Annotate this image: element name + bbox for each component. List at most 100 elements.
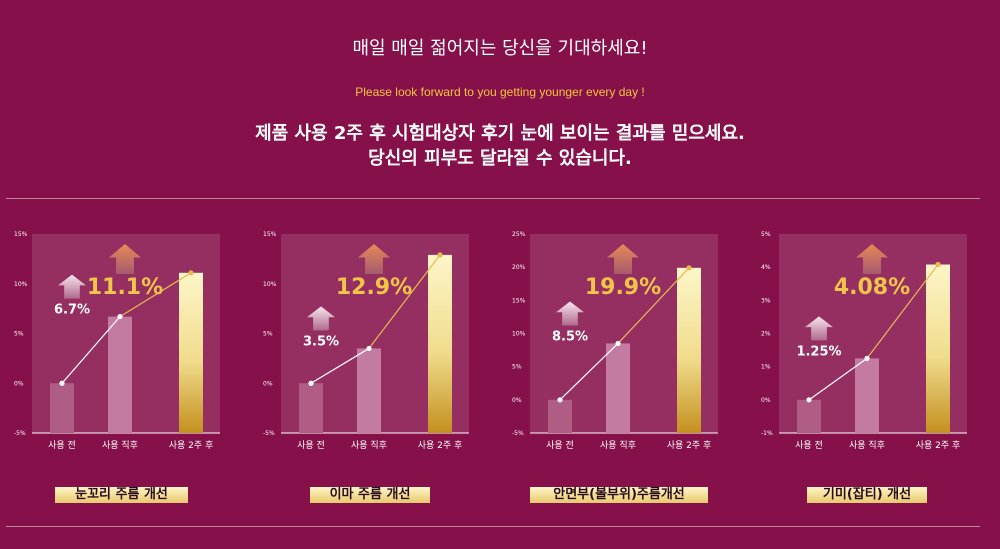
bar-2 (179, 272, 203, 433)
chart-pigmentation: -1% 0% 1% 2% 3% 4% 5% 사용 전 사용 직후 사용 2주 후 1.25% 4.08… (759, 226, 979, 451)
x-tick-label: 사용 2주 후 (667, 440, 712, 451)
y-tick-label: -5% (512, 430, 524, 437)
data-point-0 (806, 397, 812, 403)
y-tick-label: 2% (761, 331, 771, 338)
data-point-0 (59, 380, 65, 386)
value-label-two-weeks: 4.08% (834, 275, 910, 300)
y-tick-label: 0% (14, 380, 24, 387)
chart-eye-wrinkle: -5% 0% 5% 10% 15% 사용 전 사용 직후 사용 2주 후 6.7% 11.1% (12, 226, 232, 451)
trend-line-1 (559, 343, 619, 401)
x-tick-label: 사용 전 (48, 440, 76, 451)
value-label-after-use: 8.5% (552, 329, 588, 344)
trend-line-2 (368, 254, 441, 349)
chart-svg: -5% 0% 5% 10% 15% 20% 25% 사용 전 사용 직후 사용 2주 후 8.5% 1… (512, 231, 718, 451)
data-point-2 (437, 252, 443, 258)
x-tick-label: 사용 2주 후 (916, 440, 961, 451)
chart-svg: -5% 0% 5% 10% 15% 사용 전 사용 직후 사용 2주 후 6.7% 11.1% (14, 231, 220, 451)
value-label-two-weeks: 12.9% (336, 275, 412, 300)
data-point-1 (117, 313, 123, 320)
chart-cheek-wrinkle: -5% 0% 5% 10% 15% 20% 25% 사용 전 사용 직후 사용 2주 후 8.5% 1… (510, 226, 730, 451)
bar-0 (299, 383, 323, 433)
x-tick-label: 사용 직후 (600, 440, 636, 451)
y-tick-label: 4% (761, 264, 771, 271)
bottom-divider (6, 526, 980, 527)
trend-line-1 (310, 347, 370, 384)
up-arrow-icon (358, 244, 390, 274)
bar-2 (677, 267, 701, 433)
chart-svg: -1% 0% 1% 2% 3% 4% 5% 사용 전 사용 직후 사용 2주 후 1.25% 4.08… (761, 231, 967, 451)
y-tick-label: 15% (512, 297, 526, 304)
x-tick-label: 사용 2주 후 (169, 440, 214, 451)
up-arrow-icon (109, 244, 141, 274)
value-label-after-use: 1.25% (796, 344, 841, 359)
chart-title-pigmentation: 기미(잡티) 개선 (807, 487, 927, 503)
chart-title-cheek-wrinkle: 안면부(볼부위)주름개선 (530, 487, 708, 503)
top-divider (6, 198, 980, 199)
value-label-two-weeks: 19.9% (585, 275, 661, 300)
data-point-0 (557, 397, 563, 403)
x-tick-label: 사용 직후 (351, 440, 387, 451)
trend-line-2 (866, 264, 939, 359)
data-point-1 (864, 355, 870, 361)
data-point-2 (686, 265, 692, 271)
data-point-1 (615, 340, 621, 347)
y-tick-label: 10% (263, 281, 277, 288)
y-tick-label: 1% (761, 364, 771, 371)
chart-forehead-wrinkle: -5% 0% 5% 10% 15% 사용 전 사용 직후 사용 2주 후 3.5% 12.9% (261, 226, 481, 451)
y-tick-label: 10% (14, 281, 28, 288)
up-arrow-icon (856, 244, 888, 274)
chart-title-eye-wrinkle: 눈꼬리 주름 개선 (55, 487, 188, 503)
value-label-two-weeks: 11.1% (87, 275, 163, 300)
y-tick-label: -5% (14, 430, 26, 437)
data-point-2 (935, 261, 941, 268)
y-tick-label: 5% (512, 364, 522, 371)
y-tick-label: -5% (263, 430, 275, 437)
up-arrow-icon (58, 274, 86, 299)
y-tick-label: -1% (761, 430, 773, 437)
data-point-2 (188, 270, 194, 276)
y-tick-label: 25% (512, 231, 526, 238)
bar-0 (548, 399, 572, 433)
x-tick-label: 사용 전 (795, 440, 823, 451)
y-tick-label: 0% (512, 397, 522, 404)
up-arrow-icon (556, 301, 584, 326)
chart-title-forehead-wrinkle: 이마 주름 개선 (310, 487, 430, 503)
bar-2 (428, 254, 452, 433)
data-point-0 (308, 380, 314, 386)
x-tick-label: 사용 직후 (102, 440, 138, 451)
y-tick-label: 20% (512, 264, 526, 271)
headline-line-2: 당신의 피부도 달라질 수 있습니다. (368, 148, 632, 169)
value-label-after-use: 3.5% (303, 334, 339, 349)
headline-line-1: 제품 사용 2주 후 시험대상자 후기 눈에 보이는 결과를 믿으세요. (255, 123, 745, 144)
x-tick-label: 사용 직후 (849, 440, 885, 451)
up-arrow-icon (307, 306, 335, 331)
page-title: 매일 매일 젊어지는 당신을 기대하세요! (352, 38, 648, 59)
y-tick-label: 5% (14, 331, 24, 338)
trend-line-2 (119, 272, 192, 318)
y-tick-label: 15% (263, 231, 277, 238)
trend-line-1 (808, 357, 868, 401)
up-arrow-icon (805, 316, 833, 341)
value-label-after-use: 6.7% (54, 303, 90, 318)
bar-1 (108, 316, 132, 433)
bar-1 (357, 348, 381, 433)
y-tick-label: 0% (263, 380, 273, 387)
page-subtitle: Please look forward to you getting young… (355, 85, 645, 99)
data-point-1 (366, 345, 372, 352)
up-arrow-icon (607, 244, 639, 274)
x-tick-label: 사용 2주 후 (418, 440, 463, 451)
x-tick-label: 사용 전 (297, 440, 325, 451)
y-tick-label: 15% (14, 231, 28, 238)
bar-2 (926, 264, 950, 433)
y-tick-label: 10% (512, 331, 526, 338)
trend-line-2 (617, 267, 690, 344)
x-tick-label: 사용 전 (546, 440, 574, 451)
bar-1 (606, 343, 630, 433)
y-tick-label: 3% (761, 297, 771, 304)
trend-line-1 (61, 316, 121, 384)
y-tick-label: 0% (761, 397, 771, 404)
bar-0 (797, 399, 821, 433)
chart-svg: -5% 0% 5% 10% 15% 사용 전 사용 직후 사용 2주 후 3.5% 12.9% (263, 231, 469, 451)
bar-1 (855, 358, 879, 433)
y-tick-label: 5% (761, 231, 771, 238)
